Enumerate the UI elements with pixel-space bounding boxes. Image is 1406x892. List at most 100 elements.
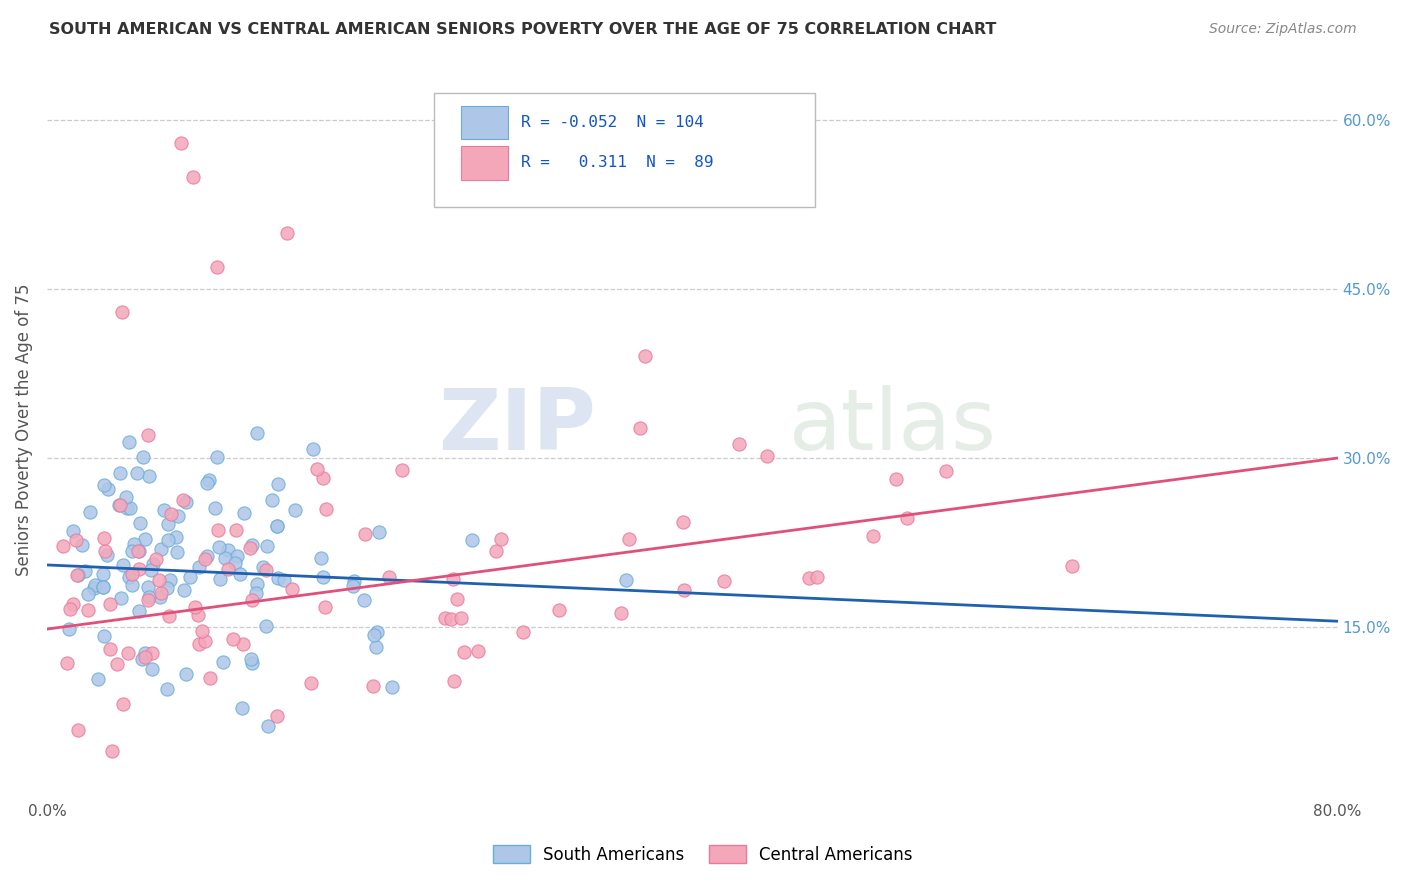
- Point: [225, 549, 247, 563]
- Point: [93, 580, 115, 594]
- Point: [378, 570, 401, 584]
- Point: [110, 591, 132, 606]
- Point: [187, 607, 209, 622]
- Point: [256, 539, 278, 553]
- Point: [153, 502, 176, 516]
- Point: [79, 505, 101, 519]
- Point: [65, 533, 87, 547]
- Point: [134, 649, 156, 664]
- Point: [66, 568, 89, 582]
- Point: [353, 593, 375, 607]
- Text: atlas: atlas: [789, 384, 997, 467]
- Point: [58, 622, 80, 636]
- FancyBboxPatch shape: [461, 106, 508, 139]
- Point: [208, 541, 231, 555]
- Point: [443, 674, 465, 689]
- Point: [312, 570, 335, 584]
- Point: [862, 529, 884, 543]
- Point: [366, 640, 388, 655]
- Point: [240, 537, 263, 551]
- Point: [240, 592, 263, 607]
- Point: [166, 509, 188, 524]
- Point: [149, 590, 172, 604]
- Point: [173, 582, 195, 597]
- Point: [239, 541, 262, 556]
- Point: [138, 590, 160, 604]
- Point: [312, 471, 335, 485]
- Point: [128, 543, 150, 558]
- Point: [110, 304, 132, 318]
- Point: [252, 560, 274, 574]
- Point: [198, 671, 221, 685]
- Point: [634, 350, 657, 364]
- Point: [166, 545, 188, 559]
- Point: [91, 567, 114, 582]
- Point: [138, 468, 160, 483]
- Point: [315, 502, 337, 516]
- Point: [150, 542, 173, 557]
- Point: [115, 490, 138, 504]
- Point: [195, 549, 218, 563]
- Point: [96, 548, 118, 562]
- Point: [83, 581, 105, 595]
- Point: [283, 503, 305, 517]
- Point: [188, 560, 211, 574]
- Point: [354, 526, 377, 541]
- Point: [118, 570, 141, 584]
- Point: [141, 646, 163, 660]
- Point: [98, 642, 121, 657]
- Point: [194, 634, 217, 648]
- Point: [512, 624, 534, 639]
- Point: [157, 609, 180, 624]
- Point: [117, 500, 139, 515]
- Point: [797, 571, 820, 585]
- Point: [240, 657, 263, 671]
- Point: [467, 644, 489, 658]
- Point: [207, 523, 229, 537]
- Point: [111, 697, 134, 711]
- Point: [441, 572, 464, 586]
- Point: [77, 602, 100, 616]
- Point: [246, 426, 269, 441]
- Point: [141, 661, 163, 675]
- Legend: South Americans, Central Americans: South Americans, Central Americans: [486, 838, 920, 871]
- Point: [77, 586, 100, 600]
- Point: [246, 577, 269, 591]
- Point: [433, 610, 456, 624]
- Point: [93, 531, 115, 545]
- Point: [97, 482, 120, 496]
- Point: [343, 574, 366, 589]
- Text: ZIP: ZIP: [437, 384, 596, 467]
- Point: [301, 442, 323, 457]
- Point: [118, 501, 141, 516]
- Point: [217, 543, 239, 558]
- Text: R = -0.052  N = 104: R = -0.052 N = 104: [520, 115, 703, 130]
- Point: [118, 434, 141, 449]
- Point: [884, 472, 907, 486]
- Point: [59, 601, 82, 615]
- Point: [450, 610, 472, 624]
- Point: [93, 478, 115, 492]
- Point: [240, 651, 263, 665]
- Point: [307, 462, 329, 476]
- Point: [52, 539, 75, 553]
- Point: [145, 552, 167, 566]
- Point: [363, 628, 385, 642]
- Point: [257, 719, 280, 733]
- Point: [446, 592, 468, 607]
- Point: [381, 680, 404, 694]
- FancyBboxPatch shape: [461, 146, 508, 179]
- Point: [280, 582, 302, 596]
- Point: [134, 532, 156, 546]
- Point: [548, 603, 571, 617]
- Point: [232, 637, 254, 651]
- Point: [176, 667, 198, 681]
- Point: [70, 538, 93, 552]
- Text: R =   0.311  N =  89: R = 0.311 N = 89: [520, 155, 713, 170]
- Point: [484, 544, 506, 558]
- Point: [266, 476, 288, 491]
- Point: [157, 533, 180, 547]
- Point: [159, 573, 181, 587]
- Point: [314, 599, 336, 614]
- Point: [231, 701, 253, 715]
